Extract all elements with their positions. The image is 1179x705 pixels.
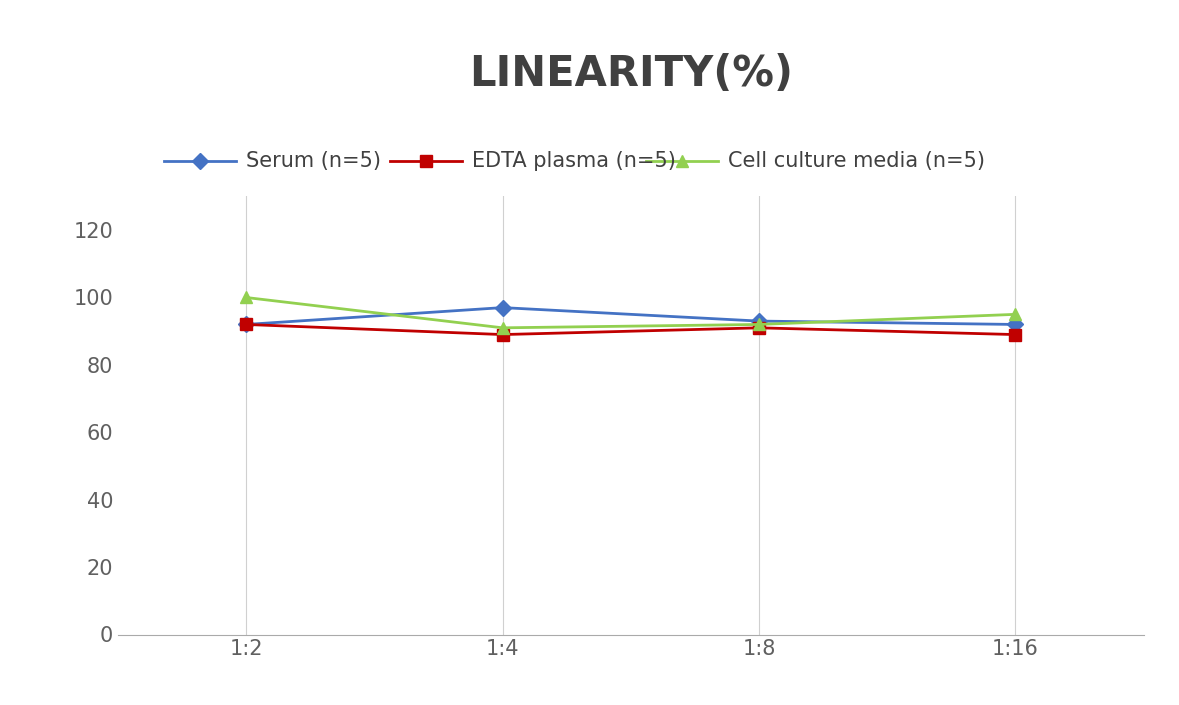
Text: EDTA plasma (n=5): EDTA plasma (n=5) (472, 152, 676, 171)
Text: LINEARITY(%): LINEARITY(%) (469, 53, 792, 94)
Text: Serum (n=5): Serum (n=5) (246, 152, 381, 171)
Text: Cell culture media (n=5): Cell culture media (n=5) (729, 152, 986, 171)
